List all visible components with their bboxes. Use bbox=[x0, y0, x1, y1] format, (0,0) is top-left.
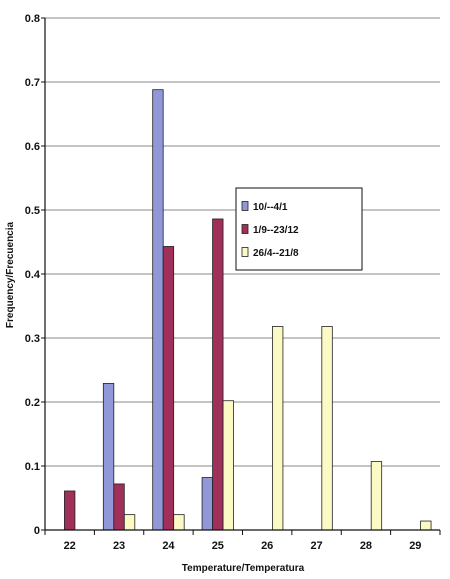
x-tick-label: 26 bbox=[261, 540, 273, 552]
bar-3-24 bbox=[173, 514, 185, 531]
x-tick-label: 28 bbox=[360, 540, 372, 552]
y-tick-label: 0.3 bbox=[25, 333, 40, 345]
legend-swatch-3 bbox=[241, 247, 249, 257]
legend-swatch-1 bbox=[241, 201, 249, 211]
x-tick-label: 27 bbox=[310, 540, 322, 552]
bar-2-22 bbox=[64, 490, 76, 531]
bar-2-24 bbox=[162, 246, 175, 531]
x-tick-label: 29 bbox=[409, 540, 421, 552]
y-tick-label: 0.7 bbox=[25, 77, 40, 89]
bar-1-24 bbox=[152, 89, 164, 531]
x-tick-label: 24 bbox=[162, 540, 175, 552]
bar-3-23 bbox=[123, 514, 136, 531]
legend-swatch-2 bbox=[241, 224, 249, 234]
axes bbox=[41, 17, 441, 535]
y-tick-label: 0.8 bbox=[25, 13, 40, 25]
bar-1-25 bbox=[201, 477, 213, 531]
legend-label-3: 26/4--21/8 bbox=[253, 248, 299, 259]
bar-3-29 bbox=[420, 520, 432, 531]
y-tick-label: 0.5 bbox=[25, 205, 40, 217]
x-tick-label: 22 bbox=[64, 540, 76, 552]
bar-1-23 bbox=[102, 383, 115, 531]
legend-label-1: 10/--4/1 bbox=[253, 202, 288, 213]
x-tick-label: 25 bbox=[212, 540, 224, 552]
bars bbox=[64, 89, 432, 531]
y-tick-label: 0.1 bbox=[25, 461, 40, 473]
x-tick-labels: 22 23 24 25 26 27 28 29 bbox=[64, 540, 422, 552]
y-tick-label: 0.6 bbox=[25, 141, 40, 153]
x-axis-title: Temperature/Temperatura bbox=[182, 563, 305, 574]
y-axis-title: Frequency/Frecuencia bbox=[5, 221, 16, 328]
legend-box bbox=[235, 187, 363, 271]
bar-3-25 bbox=[222, 400, 234, 531]
legend: 10/--4/1 1/9--23/12 26/4--21/8 bbox=[235, 187, 363, 271]
bar-2-25 bbox=[212, 218, 224, 531]
bar-2-23 bbox=[113, 483, 125, 531]
y-tick-labels: 0 0.1 0.2 0.3 0.4 0.5 0.6 0.7 0.8 bbox=[25, 13, 41, 537]
x-tick-label: 23 bbox=[113, 540, 125, 552]
bar-3-28 bbox=[370, 461, 383, 531]
bar-3-27 bbox=[321, 326, 333, 531]
y-tick-label: 0.2 bbox=[25, 397, 40, 409]
y-tick-label: 0 bbox=[34, 525, 40, 537]
bar-3-26 bbox=[272, 326, 284, 531]
legend-label-2: 1/9--23/12 bbox=[253, 225, 299, 236]
y-tick-label: 0.4 bbox=[25, 269, 41, 281]
